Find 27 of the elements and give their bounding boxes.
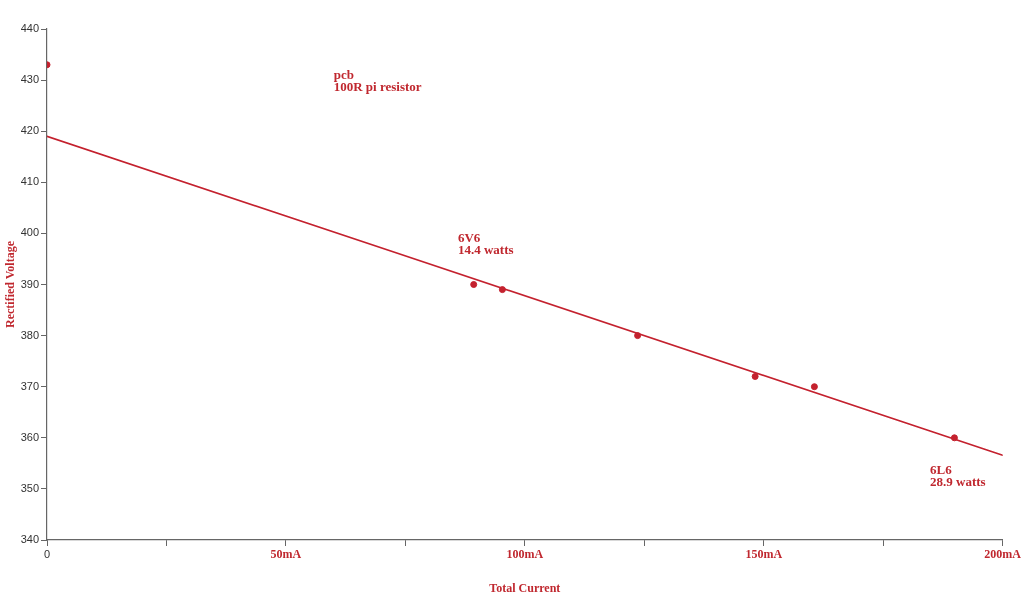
y-tick-label: 340 <box>20 533 39 546</box>
annotation: 6V6 14.4 watts <box>457 229 514 258</box>
x-axis-title: Total Current <box>489 580 561 595</box>
point <box>751 372 759 380</box>
x-tick-label: 50mA <box>270 547 302 562</box>
y-tick-label: 440 <box>20 22 39 35</box>
point <box>634 332 642 340</box>
x-tick-label: 150mA <box>745 547 783 562</box>
point <box>950 434 958 442</box>
annotation: pcb 100R pi resistor <box>333 66 422 95</box>
y-tick-label: 390 <box>20 277 39 290</box>
y-tick-label: 420 <box>20 124 39 137</box>
point <box>498 286 506 294</box>
y-tick-label: 410 <box>20 175 39 188</box>
y-tick-label: 360 <box>20 430 39 443</box>
x-tick-label: 200mA <box>984 547 1022 562</box>
y-tick-label: 380 <box>20 328 39 341</box>
x-tick-label: 100mA <box>506 547 544 562</box>
y-tick-label: 350 <box>20 481 39 494</box>
y-axis-title: Rectified Voltage <box>3 240 18 328</box>
x-tick-label: 0 <box>43 547 51 560</box>
y-tick-label: 430 <box>20 73 39 86</box>
point <box>470 281 478 288</box>
annotation: 6L6 28.9 watts <box>930 461 986 490</box>
point <box>810 383 818 391</box>
y-tick-label: 370 <box>20 379 39 392</box>
y-tick-label: 400 <box>20 226 39 239</box>
